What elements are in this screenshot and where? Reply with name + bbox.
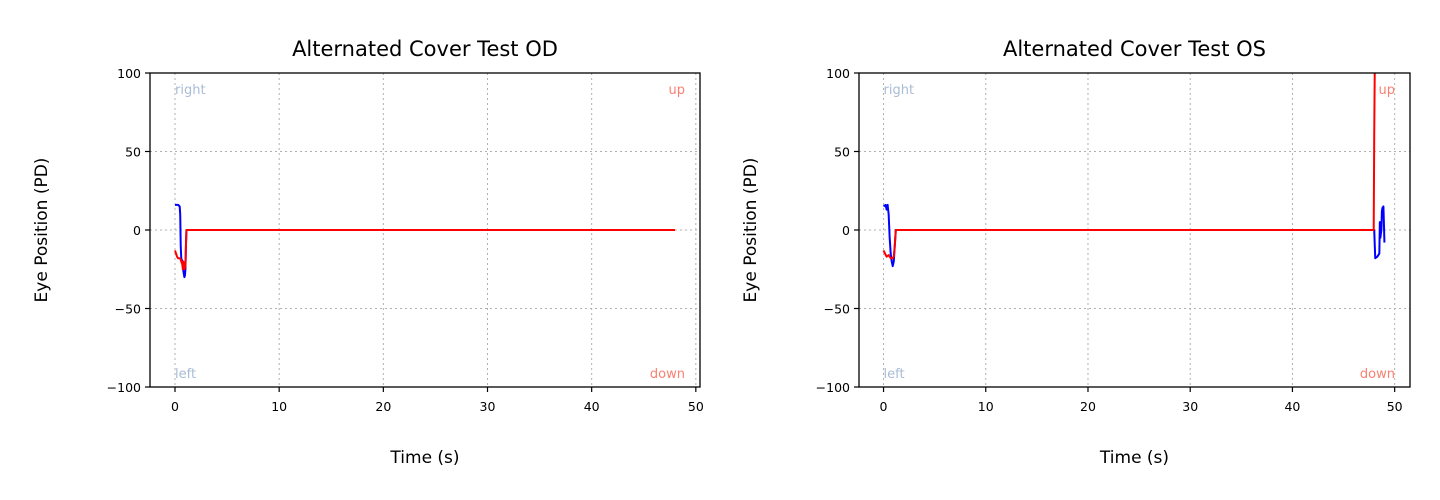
y-tick-label: 100	[826, 66, 850, 81]
y-tick-label: 100	[117, 66, 141, 81]
annotation-right: right	[175, 83, 206, 98]
y-tick-label: −50	[115, 302, 141, 317]
chart-panel-2: 0 10 20 30 40 50 100 50 0 −50 −100 Alternated Cover…	[741, 37, 1411, 468]
annotation-up: up	[669, 83, 686, 98]
x-tick-label: 0	[171, 399, 179, 414]
y-tick-label: 0	[842, 223, 850, 238]
annotation-left: left	[175, 367, 196, 382]
y-tick-label: 50	[834, 145, 850, 160]
series-line-1	[882, 203, 1386, 268]
series-line-2	[882, 72, 1376, 260]
x-tick-label: 40	[584, 399, 600, 414]
x-tick-label: 50	[688, 399, 704, 414]
y-tick-label: −100	[107, 380, 141, 395]
x-tick-label: 40	[1284, 399, 1300, 414]
y-axis-label: Eye Position (PD)	[741, 158, 761, 303]
annotation-down: down	[650, 367, 685, 382]
y-tick-label: −50	[824, 302, 850, 317]
annotation-left: left	[884, 367, 905, 382]
x-tick-label: 30	[480, 399, 496, 414]
x-tick-label: 30	[1182, 399, 1198, 414]
annotation-down: down	[1360, 367, 1395, 382]
x-axis-label: Time (s)	[389, 448, 459, 468]
x-tick-label: 20	[375, 399, 391, 414]
chart-title: Alternated Cover Test OD	[292, 37, 558, 61]
y-tick-label: 0	[133, 223, 141, 238]
x-tick-label: 20	[1080, 399, 1096, 414]
annotation-right: right	[884, 83, 915, 98]
chart-title: Alternated Cover Test OS	[1003, 37, 1266, 61]
series-line-2	[174, 229, 675, 271]
x-tick-label: 10	[271, 399, 287, 414]
y-tick-label: −100	[816, 380, 850, 395]
x-tick-label: 50	[1387, 399, 1403, 414]
y-axis-label: Eye Position (PD)	[32, 158, 52, 303]
x-tick-label: 10	[978, 399, 994, 414]
annotation-up: up	[1379, 83, 1396, 98]
x-tick-label: 0	[880, 399, 888, 414]
chart-panel-1: 0 10 20 30 40 50 100 50 0 −50 −100 Alternated Cover…	[32, 37, 704, 468]
x-axis-label: Time (s)	[1099, 448, 1169, 468]
y-tick-label: 50	[125, 145, 141, 160]
